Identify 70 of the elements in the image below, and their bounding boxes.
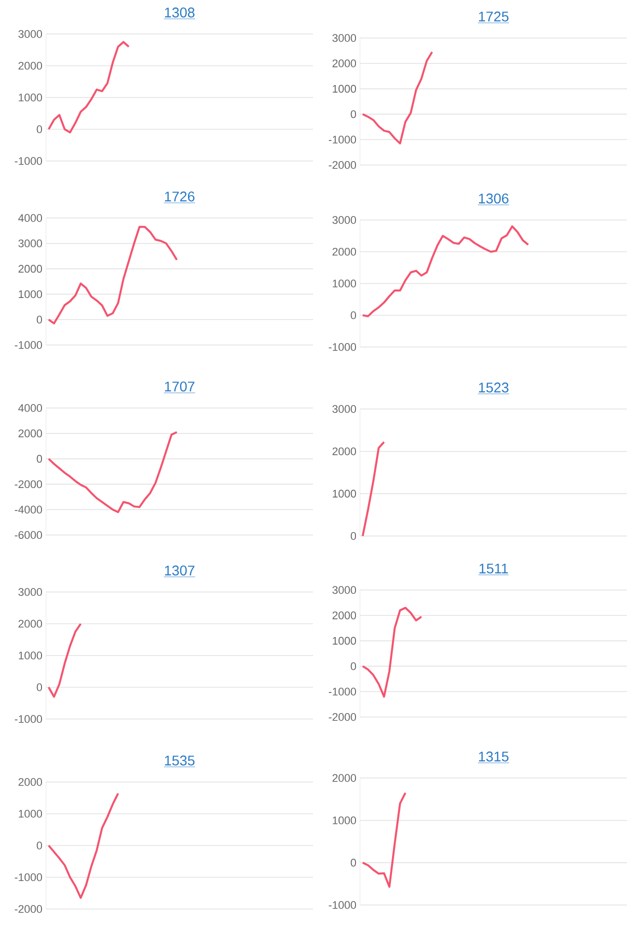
y-tick-label: -6000	[14, 531, 42, 539]
chart-title: 1523	[479, 382, 508, 392]
y-tick-label: 2000	[18, 264, 42, 273]
y-tick-label: 0	[350, 858, 356, 867]
y-tick-label: -1000	[328, 343, 356, 351]
y-tick-label: 0	[36, 842, 42, 850]
chart-title: 1535	[164, 756, 194, 766]
y-tick-label: 3000	[332, 405, 356, 413]
y-tick-label: 2000	[332, 60, 356, 68]
y-tick-label: 3000	[18, 30, 42, 38]
y-tick-label: -1000	[14, 157, 42, 165]
y-tick-label: 3000	[332, 34, 356, 42]
y-tick-label: 2000	[18, 620, 42, 628]
line-series	[362, 441, 386, 538]
y-tick-label: 3000	[18, 588, 42, 596]
y-tick-label: -1000	[328, 901, 356, 909]
y-tick-label: 2000	[332, 248, 356, 256]
y-tick-label: 2000	[18, 430, 42, 438]
y-tick-label: -1000	[14, 341, 42, 349]
line-series	[362, 50, 434, 144]
y-tick-label: -2000	[14, 905, 42, 913]
y-tick-label: 4000	[18, 214, 42, 222]
y-tick-label: 3000	[332, 586, 356, 594]
y-tick-label: 1000	[18, 810, 42, 818]
y-tick-label: 1000	[18, 94, 42, 102]
y-tick-label: 2000	[332, 612, 356, 620]
line-series	[362, 792, 406, 888]
y-tick-label: 0	[350, 532, 356, 540]
y-tick-label: 2000	[332, 447, 356, 456]
y-tick-label: -2000	[14, 480, 42, 488]
chart-title: 1725	[479, 12, 508, 22]
y-tick-label: 0	[36, 316, 42, 324]
y-tick-label: 1000	[332, 280, 356, 288]
chart-title: 1511	[480, 564, 508, 574]
y-tick-label: 2000	[18, 778, 42, 786]
y-tick-label: 0	[36, 454, 42, 463]
chart-title: 1308	[164, 8, 194, 18]
y-tick-label: 0	[36, 125, 42, 134]
chart-title: 1707	[164, 382, 194, 392]
line-series	[362, 225, 530, 318]
y-tick-label: -2000	[328, 713, 356, 721]
line-series	[48, 40, 130, 134]
chart-title: 1307	[164, 566, 194, 576]
y-tick-label: 1000	[332, 636, 356, 645]
y-tick-label: 3000	[18, 240, 42, 248]
y-tick-label: 2000	[332, 774, 356, 782]
line-series	[362, 606, 422, 698]
y-tick-label: 1000	[18, 652, 42, 660]
y-tick-label: 0	[36, 683, 42, 692]
y-tick-label: 3000	[332, 216, 356, 224]
chart-title: 1726	[164, 192, 194, 202]
line-series	[48, 622, 82, 698]
y-tick-label: -2000	[328, 161, 356, 169]
chart-title: 1306	[479, 194, 508, 204]
y-tick-label: 0	[350, 311, 356, 320]
chart-title: 1315	[479, 752, 508, 762]
line-series	[48, 792, 120, 899]
y-tick-label: 0	[350, 110, 356, 118]
y-tick-label: 1000	[332, 816, 356, 824]
y-tick-label: -1000	[14, 715, 42, 723]
y-tick-label: 0	[350, 662, 356, 670]
y-tick-label: 1000	[332, 490, 356, 498]
y-tick-label: 2000	[18, 62, 42, 70]
y-tick-label: 1000	[18, 290, 42, 298]
y-tick-label: -1000	[328, 136, 356, 144]
y-tick-label: -4000	[14, 506, 42, 514]
y-tick-label: 4000	[18, 404, 42, 412]
y-tick-label: 1000	[332, 84, 356, 93]
y-tick-label: -1000	[14, 873, 42, 882]
y-tick-label: -1000	[328, 688, 356, 696]
